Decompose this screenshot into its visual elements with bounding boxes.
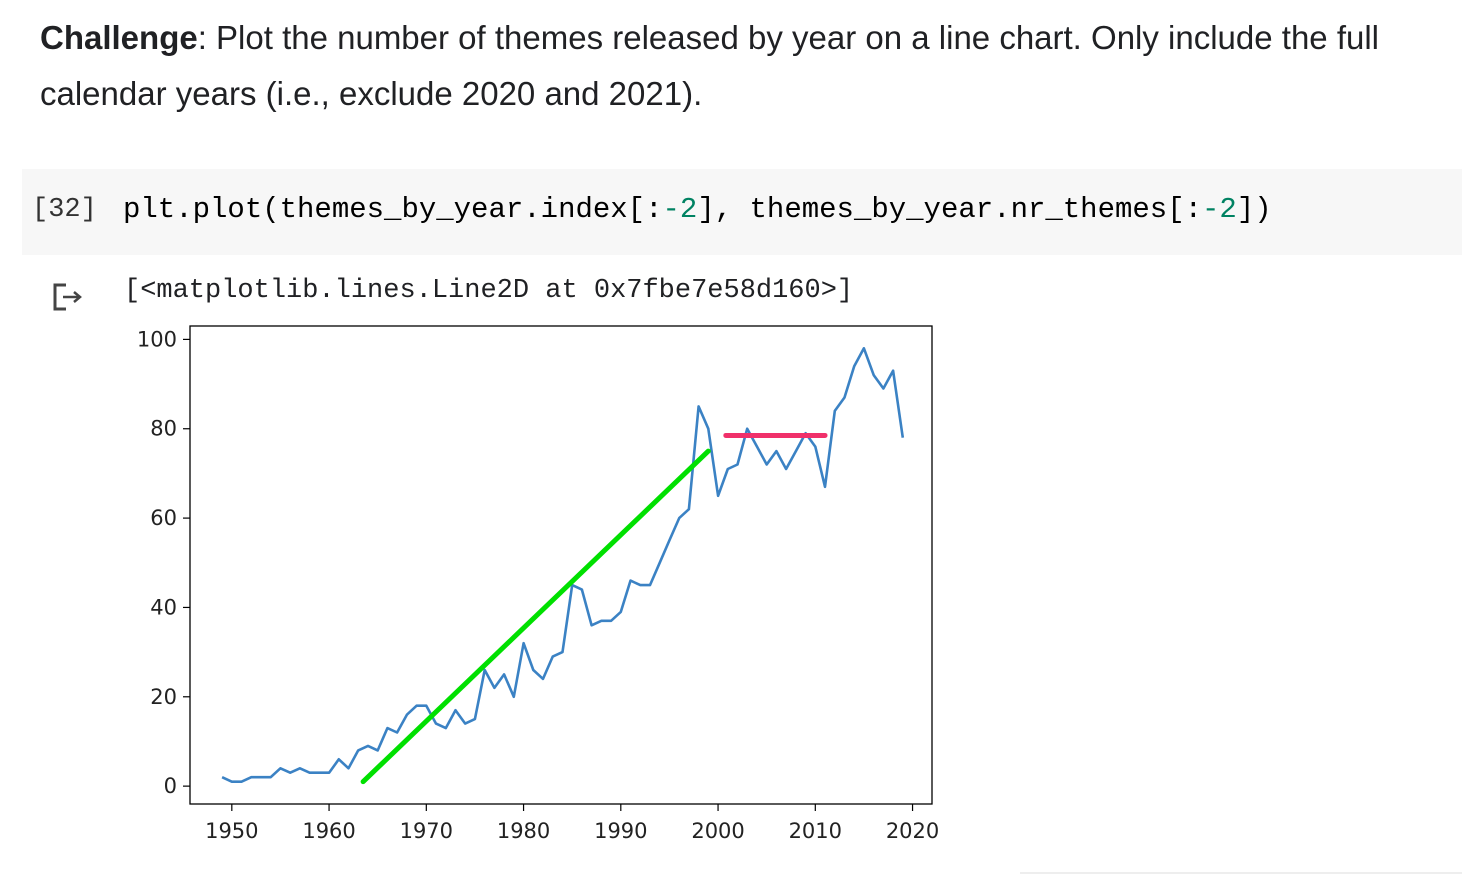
- code-number: -2: [1202, 193, 1237, 226]
- execution-count: [32]: [32, 195, 97, 225]
- x-tick-label: 1970: [400, 819, 453, 843]
- code-part: ]): [1236, 193, 1272, 226]
- code-line[interactable]: plt.plot(themes_by_year.index[:-2], them…: [123, 193, 1272, 226]
- y-tick-label: 40: [150, 595, 177, 619]
- code-number: -2: [662, 193, 698, 226]
- plot-frame: [189, 325, 933, 805]
- y-tick-label: 100: [137, 327, 177, 351]
- themes-series-line: [221, 346, 905, 784]
- line-chart: 1950 1960 1970 1980 1990 2000 2010 2020 0 20 40 60 8…: [137, 325, 939, 843]
- x-tick-label: 1990: [594, 819, 647, 843]
- code-part: ], themes_by_year.nr_themes[:: [697, 193, 1202, 226]
- challenge-paragraph: Challenge: Plot the number of themes rel…: [40, 10, 1455, 122]
- y-tick-label: 0: [164, 774, 177, 798]
- code-cell[interactable]: [32] plt.plot(themes_by_year.index[:-2],…: [22, 169, 1462, 255]
- x-tick-label: 2020: [886, 819, 939, 843]
- y-tick-label: 60: [150, 506, 177, 530]
- output-text: [<matplotlib.lines.Line2D at 0x7fbe7e58d…: [124, 276, 854, 306]
- output-redirect-icon[interactable]: [52, 282, 86, 312]
- x-tick-label: 1980: [497, 819, 550, 843]
- trend-annotation-line: [360, 448, 711, 785]
- x-tick-label: 2000: [691, 819, 744, 843]
- divider: [1020, 872, 1462, 874]
- challenge-text: : Plot the number of themes released by …: [40, 19, 1380, 112]
- y-tick-label: 80: [150, 417, 177, 441]
- code-part: plt.plot(themes_by_year.index[:: [123, 193, 663, 226]
- y-tick-label: 20: [150, 685, 177, 709]
- challenge-label: Challenge: [40, 19, 198, 56]
- x-tick-label: 1960: [302, 819, 355, 843]
- x-tick-label: 2010: [789, 819, 842, 843]
- x-tick-label: 1950: [205, 819, 258, 843]
